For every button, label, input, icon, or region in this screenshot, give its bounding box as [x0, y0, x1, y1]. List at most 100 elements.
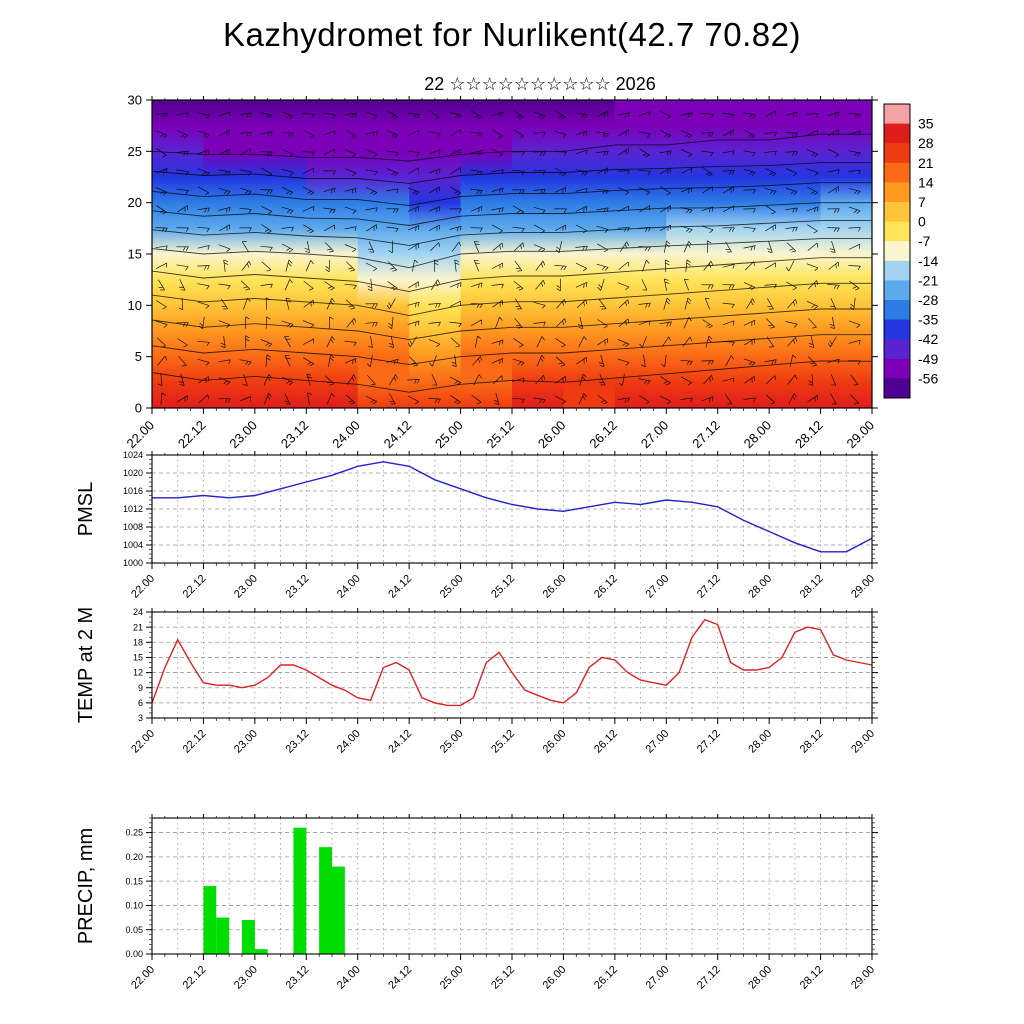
svg-text:29.00: 29.00: [844, 418, 878, 452]
svg-text:1024: 1024: [123, 450, 143, 460]
svg-text:1004: 1004: [123, 540, 143, 550]
precip-panel: 0.00 0.05 0.10 0.15 0.20 0.25 22.00 22.12 23.00 2…: [75, 814, 878, 992]
svg-text:12: 12: [133, 668, 143, 678]
svg-text:29.00: 29.00: [849, 573, 877, 601]
svg-text:29.00: 29.00: [849, 728, 877, 756]
page-subtitle: 22 ☆☆☆☆☆☆☆☆☆☆ 2026: [424, 74, 656, 94]
svg-text:0.00: 0.00: [125, 949, 143, 959]
svg-text:-49: -49: [918, 351, 938, 367]
svg-text:0.25: 0.25: [125, 828, 143, 838]
svg-text:21: 21: [133, 622, 143, 632]
svg-text:9: 9: [138, 683, 143, 693]
svg-text:24.00: 24.00: [335, 964, 363, 992]
svg-text:23.12: 23.12: [278, 418, 312, 452]
svg-text:25.00: 25.00: [438, 964, 466, 992]
svg-text:28.12: 28.12: [798, 728, 826, 756]
svg-text:6: 6: [138, 698, 143, 708]
svg-text:23.00: 23.00: [232, 964, 260, 992]
svg-text:22.12: 22.12: [175, 418, 209, 452]
svg-text:0: 0: [135, 401, 142, 416]
svg-text:23.00: 23.00: [226, 418, 260, 452]
svg-text:27.00: 27.00: [643, 573, 671, 601]
temp2m-ylabel: TEMP at 2 M: [75, 607, 97, 723]
svg-text:14: 14: [918, 174, 934, 190]
svg-text:23.12: 23.12: [283, 573, 311, 601]
svg-text:27.12: 27.12: [695, 728, 723, 756]
svg-text:0.20: 0.20: [125, 852, 143, 862]
svg-text:0.15: 0.15: [125, 876, 143, 886]
svg-text:22.00: 22.00: [129, 964, 157, 992]
svg-text:25.00: 25.00: [438, 573, 466, 601]
svg-text:28: 28: [918, 135, 934, 151]
svg-text:27.00: 27.00: [643, 728, 671, 756]
pmsl-panel: 1000 1004 1008 1012 1016 1020 1024 22.00 22.12 23…: [75, 450, 878, 601]
svg-text:23.12: 23.12: [283, 728, 311, 756]
svg-text:24.00: 24.00: [335, 573, 363, 601]
svg-text:24.12: 24.12: [381, 418, 415, 452]
svg-text:27.00: 27.00: [643, 964, 671, 992]
svg-text:20: 20: [128, 195, 142, 210]
svg-text:26.00: 26.00: [541, 728, 569, 756]
svg-text:1008: 1008: [123, 522, 143, 532]
svg-text:28.12: 28.12: [792, 418, 826, 452]
svg-text:23.12: 23.12: [283, 964, 311, 992]
svg-text:0: 0: [918, 214, 926, 230]
svg-text:1000: 1000: [123, 558, 143, 568]
svg-text:23.00: 23.00: [232, 573, 260, 601]
svg-text:-56: -56: [918, 370, 938, 386]
pmsl-ylabel: PMSL: [75, 482, 97, 536]
svg-text:25.12: 25.12: [489, 728, 517, 756]
svg-text:22.12: 22.12: [181, 964, 209, 992]
svg-text:1020: 1020: [123, 468, 143, 478]
svg-text:26.12: 26.12: [592, 964, 620, 992]
svg-text:24.12: 24.12: [386, 964, 414, 992]
svg-text:24.00: 24.00: [335, 728, 363, 756]
svg-text:-14: -14: [918, 253, 938, 269]
svg-text:29.00: 29.00: [849, 964, 877, 992]
svg-text:5: 5: [135, 349, 142, 364]
svg-text:22.12: 22.12: [181, 573, 209, 601]
svg-text:22.00: 22.00: [129, 728, 157, 756]
page-title: Kazhydromet for Nurlikent(42.7 70.82): [223, 16, 801, 53]
svg-text:26.12: 26.12: [586, 418, 620, 452]
svg-text:3: 3: [138, 713, 143, 723]
svg-text:24: 24: [133, 607, 143, 617]
svg-text:22.12: 22.12: [181, 728, 209, 756]
precip-ylabel: PRECIP, mm: [75, 828, 97, 944]
svg-text:25.12: 25.12: [489, 964, 517, 992]
svg-text:18: 18: [133, 637, 143, 647]
svg-text:1016: 1016: [123, 486, 143, 496]
svg-text:24.12: 24.12: [386, 728, 414, 756]
svg-text:-7: -7: [918, 233, 931, 249]
svg-text:-42: -42: [918, 331, 938, 347]
svg-text:21: 21: [918, 155, 934, 171]
svg-text:15: 15: [128, 247, 142, 262]
svg-text:25: 25: [128, 144, 142, 159]
svg-text:27.12: 27.12: [695, 573, 723, 601]
svg-text:25.00: 25.00: [432, 418, 466, 452]
colorbar: 35 28 21 14 7 0 -7 -14 -21 -28 -35 -42 -49 -56: [883, 103, 938, 399]
svg-text:28.00: 28.00: [741, 418, 775, 452]
svg-text:28.12: 28.12: [798, 964, 826, 992]
svg-text:28.00: 28.00: [746, 573, 774, 601]
svg-text:22.00: 22.00: [129, 573, 157, 601]
svg-text:15: 15: [133, 653, 143, 663]
svg-text:10: 10: [128, 298, 142, 313]
svg-text:26.00: 26.00: [541, 964, 569, 992]
svg-text:-28: -28: [918, 292, 938, 308]
svg-text:25.00: 25.00: [438, 728, 466, 756]
svg-text:24.12: 24.12: [386, 573, 414, 601]
cross-section-panel: 0 5 10 15 20 25 30 22.00 22.12 23.00 23.12 24.00 24.…: [124, 93, 878, 452]
svg-text:25.12: 25.12: [489, 573, 517, 601]
svg-text:30: 30: [128, 93, 142, 108]
svg-text:27.00: 27.00: [638, 418, 672, 452]
svg-text:27.12: 27.12: [689, 418, 723, 452]
svg-text:0.10: 0.10: [125, 901, 143, 911]
svg-text:-21: -21: [918, 272, 938, 288]
svg-text:26.12: 26.12: [592, 728, 620, 756]
svg-text:28.12: 28.12: [798, 573, 826, 601]
svg-text:28.00: 28.00: [746, 728, 774, 756]
temp2m-panel: 3 6 9 12 15 18 21 24 22.00 22.12 23.00 23.12 24.00 24…: [75, 607, 878, 756]
